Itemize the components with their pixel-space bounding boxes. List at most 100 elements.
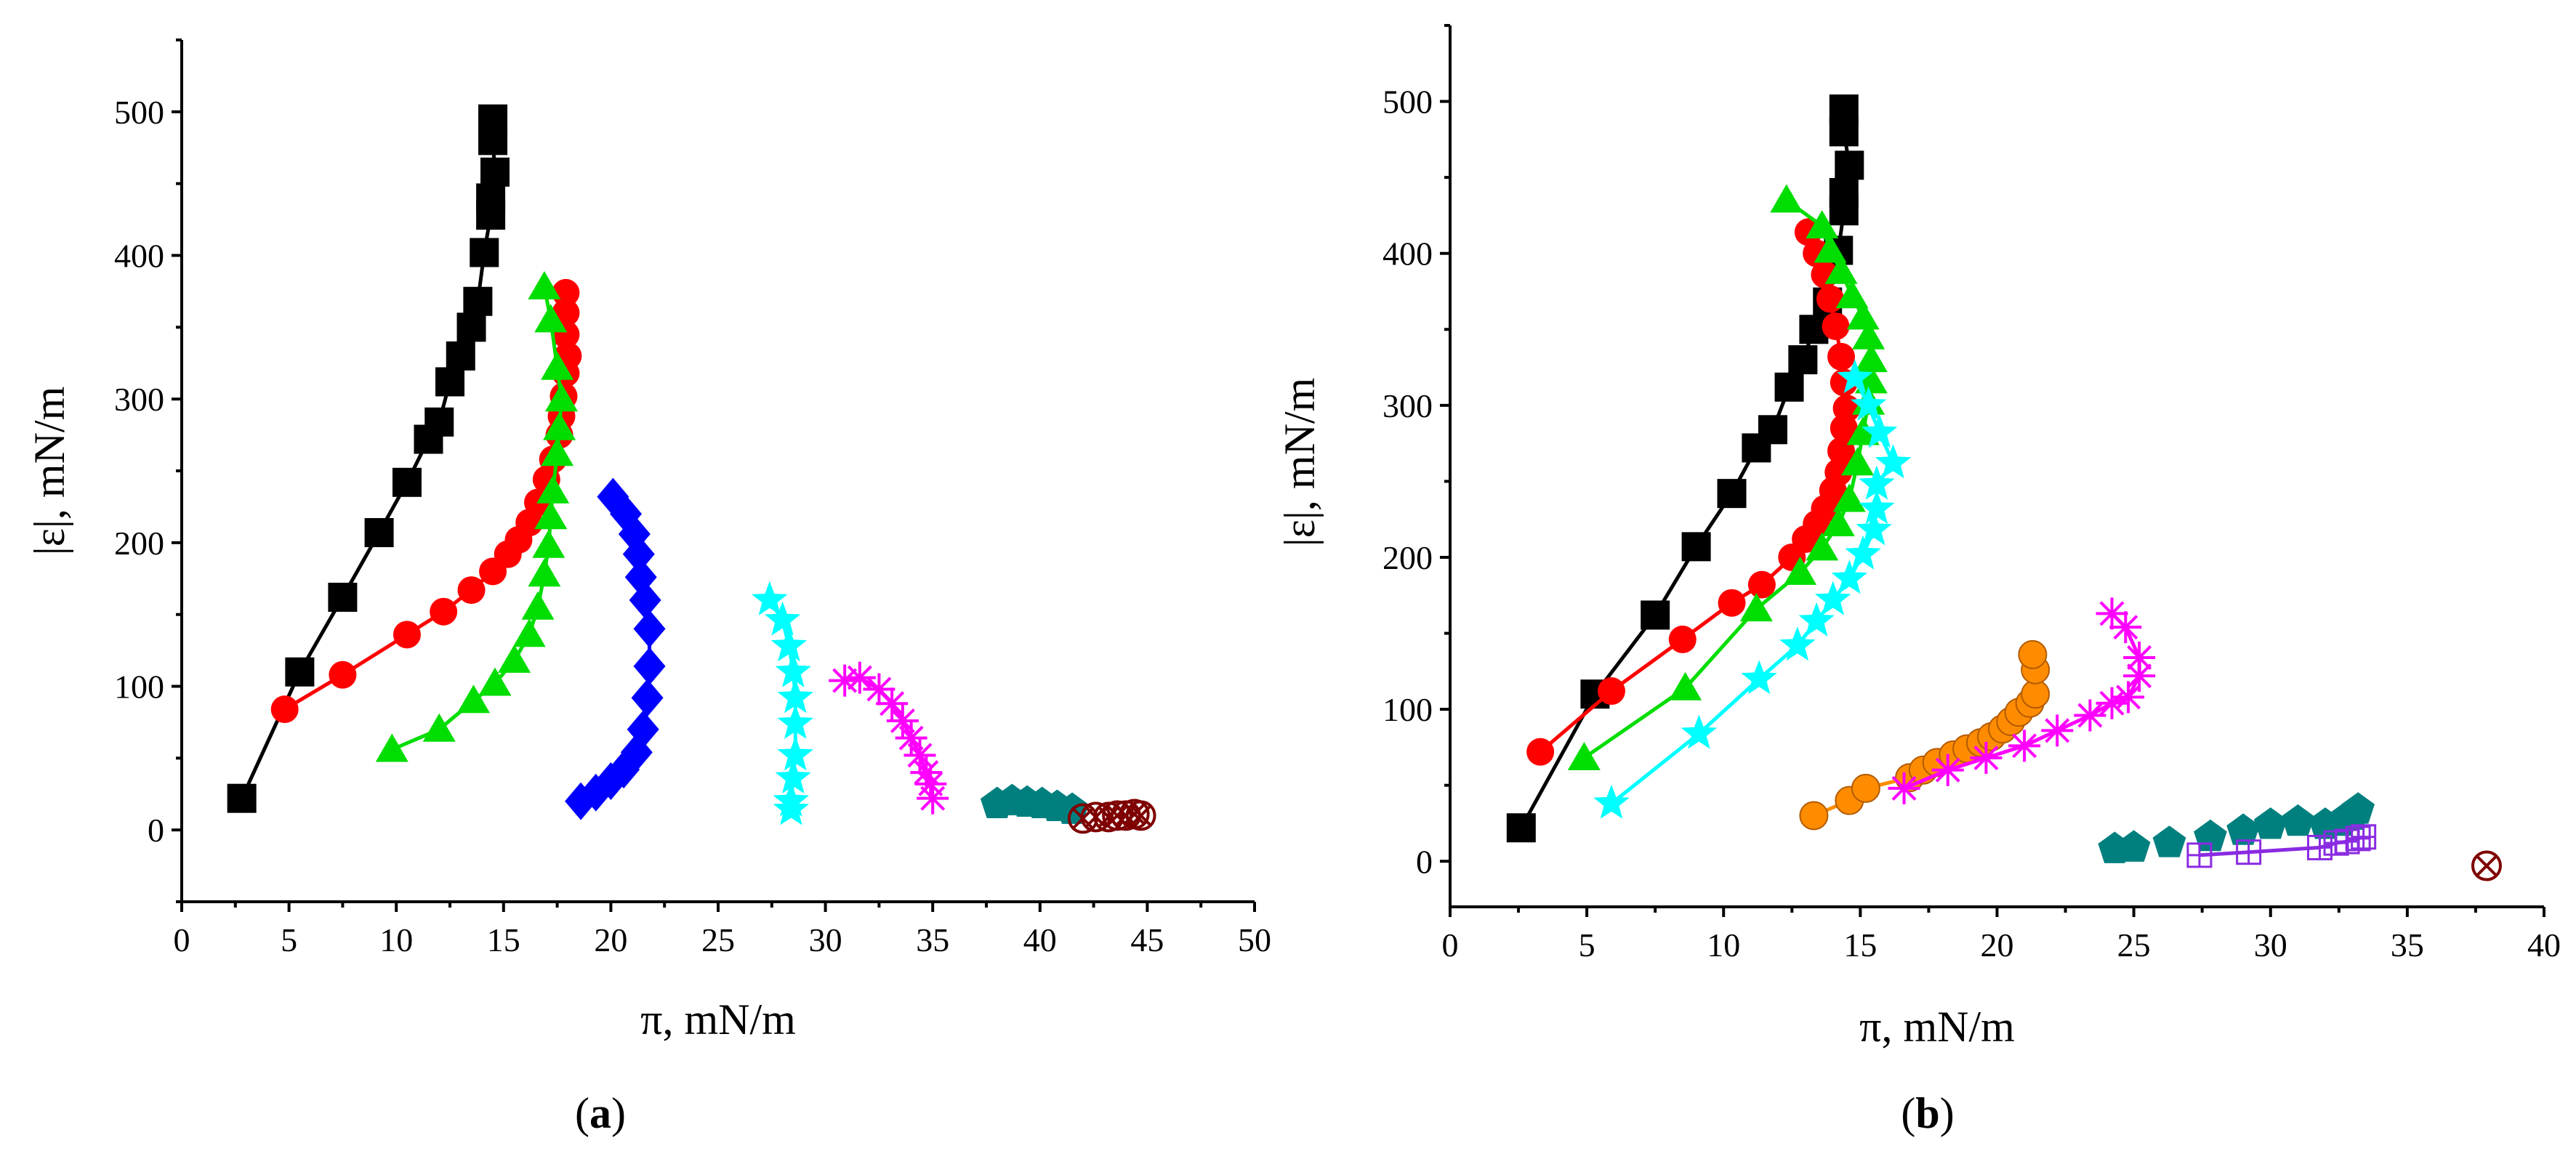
- panel-b-green-triangles-point-14: [1835, 280, 1869, 309]
- panel-b-teal-pentagons-point-6: [2281, 804, 2315, 836]
- panel-b-black-squares-point-7: [1774, 372, 1804, 402]
- panel-b-green-triangles-point-12: [1852, 320, 1885, 350]
- panel-b-cyan-stars-point-1: [1681, 714, 1718, 749]
- panel-b-red-circles-point-3: [1718, 589, 1746, 617]
- panel-b-orange-spheres-point-14: [2021, 679, 2050, 709]
- panel-b-green-triangles-point-0: [1567, 742, 1601, 770]
- panel-a-y-tick-label-1: 100: [114, 669, 164, 706]
- panel-b-cyan-stars-point-11: [1875, 444, 1912, 479]
- panel-b-x-ticks: 0 5 10 15 20 25 30 35 40: [1442, 907, 2561, 964]
- panel-a-green-triangles-point-15: [534, 304, 568, 333]
- panel-a-x-axis-title: π, mN/m: [640, 995, 796, 1043]
- panel-b-green-triangles-point-1: [1669, 671, 1702, 700]
- panel-b-black-squares-point-6: [1758, 415, 1787, 445]
- panel-b-x-tick-label-8: 40: [2527, 926, 2561, 964]
- panel-b-magenta-asterisks-point-3: [2008, 730, 2041, 762]
- panel-a-blue-diamonds-point-6: [631, 679, 664, 717]
- panel-b-red-circles-point-0: [1526, 738, 1555, 766]
- panel-a-series-darkred-circled-x: [1067, 799, 1156, 834]
- panel-a-x-tick-label-3: 15: [487, 921, 520, 958]
- panel-a-black-squares-point-3: [364, 517, 394, 547]
- panel-b-purple-squares-plus-point-0: [2186, 842, 2213, 868]
- chart-panel-b: 0 5 10 15 20 25 30 35 40 0 100 200 300 400 500 π, mN/…: [1276, 24, 2561, 1137]
- panel-b-black-squares-point-3: [1681, 532, 1711, 562]
- panel-a-cyan-stars-point-5: [777, 679, 813, 714]
- panel-a-cyan-stars-point-9: [752, 581, 788, 615]
- panel-a-cyan-stars-point-8: [764, 601, 801, 636]
- panel-b-x-tick-label-6: 30: [2254, 926, 2287, 964]
- panel-a-cyan-stars-point-4: [777, 704, 813, 739]
- panel-a-blue-diamonds-point-14: [597, 477, 629, 516]
- panel-a-magenta-asterisks-point-5: [886, 704, 919, 737]
- panel-a-series-magenta-asterisks: [829, 661, 949, 815]
- panel-b-black-squares-point-4: [1717, 479, 1747, 509]
- panel-b-purple-squares-plus-point-6: [2351, 824, 2377, 850]
- panel-b-x-tick-label-2: 10: [1707, 926, 1740, 964]
- panel-b-series-red-circles: [1526, 218, 1861, 766]
- panel-b-magenta-asterisks-point-1: [1931, 754, 1964, 786]
- panel-b-cyan-stars-point-6: [1831, 560, 1868, 594]
- panel-b-y-tick-label-1: 100: [1382, 691, 1433, 728]
- panel-b-red-circles-point-16: [1822, 312, 1850, 341]
- panel-b-x-tick-label-3: 15: [1843, 926, 1877, 964]
- panel-b-y-ticks: 0 100 200 300 400 500: [1382, 24, 1450, 880]
- panel-b-black-squares-point-2: [1641, 600, 1670, 630]
- panel-b-teal-pentagons-point-1: [2117, 830, 2151, 862]
- panel-a-black-squares-point-1: [285, 657, 315, 687]
- panel-a-green-triangles-point-11: [541, 437, 574, 467]
- chart-panel-a: 0 5 10 15 20 25 30 35 40 45 50 0 100 200 300 400 500 π,…: [25, 39, 1271, 1137]
- panel-a-black-squares-point-14: [480, 157, 510, 187]
- panel-a-x-tick-label-4: 20: [594, 921, 627, 958]
- panel-a-y-axis-title: |ε|, mN/m: [25, 387, 73, 556]
- panel-a-black-squares-point-8: [446, 341, 475, 371]
- panel-a-x-tick-label-1: 5: [281, 921, 297, 958]
- panel-a-blue-diamonds-point-5: [627, 710, 659, 748]
- panel-a-blue-diamonds-point-8: [633, 610, 666, 648]
- panel-a-blue-diamonds-point-7: [633, 647, 666, 685]
- panel-b-green-triangles-point-2: [1739, 593, 1773, 622]
- panel-a-magenta-asterisks-line: [844, 675, 935, 799]
- panel-a-green-triangles-point-0: [375, 733, 408, 762]
- panel-b-orange-spheres-point-16: [2018, 639, 2048, 669]
- panel-b-red-circles-point-1: [1597, 677, 1625, 706]
- panel-a-y-tick-label-4: 400: [114, 238, 164, 275]
- panel-a-series: [227, 104, 1156, 834]
- panel-a-red-circles-point-3: [430, 597, 458, 626]
- panel-b-x-tick-label-5: 25: [2117, 926, 2151, 964]
- panel-b-x-tick-label-4: 20: [1981, 926, 2014, 964]
- panel-b-orange-spheres-point-0: [1799, 801, 1829, 831]
- panel-a-series-black-squares: [227, 104, 510, 813]
- panel-a-red-circles-point-1: [329, 661, 357, 689]
- panel-a-cyan-stars-point-3: [777, 736, 813, 771]
- panel-a-black-squares-point-13: [476, 183, 506, 213]
- panel-a-x-tick-label-0: 0: [174, 921, 190, 958]
- panel-b-cyan-stars-point-8: [1856, 511, 1892, 546]
- panel-b-cyan-stars-point-12: [1861, 413, 1898, 448]
- panel-a-black-squares-point-0: [227, 783, 257, 813]
- panel-b-series-darkred-circled-x: [2471, 850, 2502, 881]
- panel-a-series-teal-pentagons: [980, 783, 1089, 824]
- panel-a-x-tick-label-8: 40: [1023, 921, 1057, 958]
- panel-a-y-ticks: 0 100 200 300 400 500: [114, 39, 182, 903]
- panel-a-red-circles-point-4: [457, 576, 486, 605]
- panel-b-red-circles-point-4: [1747, 570, 1776, 599]
- panel-b-y-tick-label-2: 200: [1382, 539, 1433, 576]
- panel-a-magenta-asterisks-point-9: [829, 664, 861, 697]
- panel-b-cyan-stars-point-7: [1845, 535, 1881, 570]
- panel-b-y-tick-label-3: 300: [1382, 387, 1433, 424]
- panel-b-series-cyan-stars: [1593, 359, 1912, 819]
- panel-a-green-triangles-point-2: [457, 684, 490, 714]
- panel-b-green-triangles-point-15: [1824, 255, 1858, 284]
- panel-a-green-triangles-point-1: [422, 713, 456, 742]
- panel-a-y-tick-label-0: 0: [148, 812, 164, 849]
- panel-b-black-squares-point-16: [1829, 94, 1859, 124]
- panel-a-cyan-stars-point-7: [770, 627, 808, 662]
- panel-a-black-squares-point-7: [435, 367, 464, 397]
- panel-b-cyan-stars-point-3: [1779, 626, 1816, 661]
- panel-b-teal-pentagons-point-4: [2226, 813, 2260, 845]
- panel-b-teal-pentagons-point-2: [2152, 825, 2186, 857]
- panel-a-x-tick-label-9: 45: [1130, 921, 1164, 958]
- panel-a-y-tick-label-5: 500: [114, 94, 164, 131]
- panel-a-magenta-asterisks-point-7: [863, 673, 895, 706]
